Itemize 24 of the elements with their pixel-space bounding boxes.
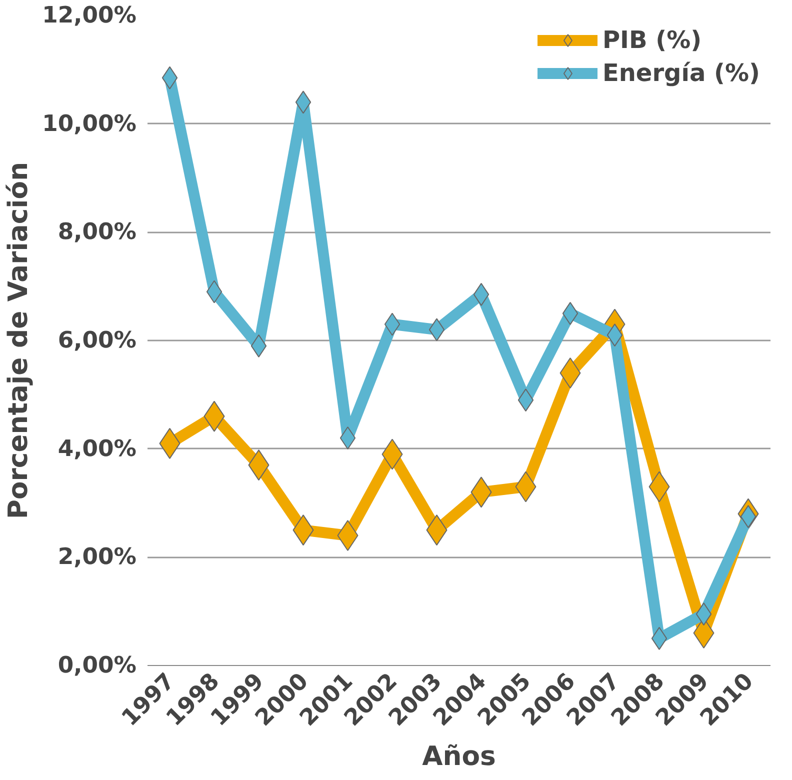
- y-tick-label: 12,00%: [42, 2, 137, 28]
- x-axis-title: Años: [422, 741, 496, 772]
- legend-label: Energía (%): [602, 59, 760, 87]
- y-axis-title: Porcentaje de Variación: [3, 162, 34, 520]
- point: [340, 426, 356, 450]
- y-tick-label: 6,00%: [58, 328, 137, 354]
- point: [250, 334, 267, 358]
- point: [473, 282, 490, 306]
- y-tick-label: 8,00%: [58, 219, 137, 246]
- y-tick-label: 4,00%: [58, 436, 137, 462]
- legend-label: PIB (%): [602, 26, 702, 54]
- point: [162, 66, 178, 90]
- point: [651, 626, 668, 650]
- y-tick-label: 10,00%: [42, 110, 137, 137]
- point: [518, 388, 534, 412]
- point: [740, 505, 756, 528]
- point: [428, 318, 445, 342]
- point: [295, 90, 312, 114]
- point: [606, 324, 623, 347]
- point: [206, 280, 222, 304]
- y-tick-label: 2,00%: [58, 544, 137, 570]
- point: [696, 602, 712, 626]
- point: [384, 312, 400, 336]
- point: [562, 302, 578, 325]
